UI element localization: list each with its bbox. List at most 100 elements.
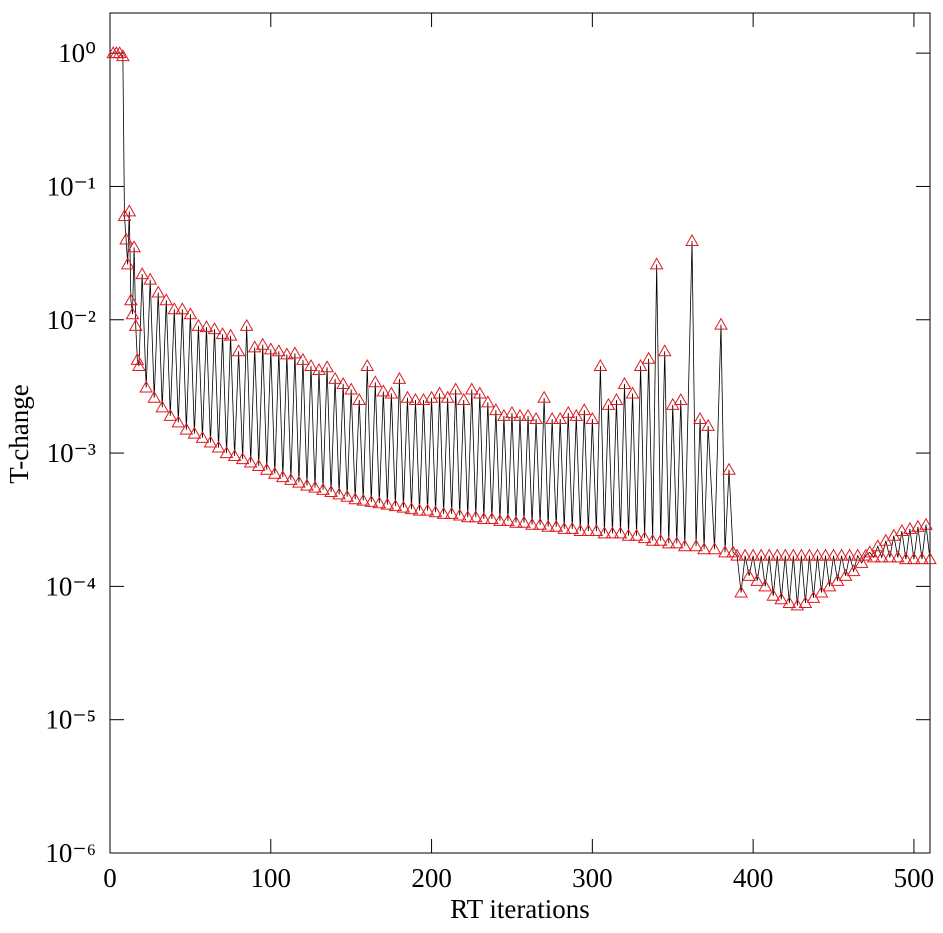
marker (267, 466, 282, 479)
marker (227, 449, 242, 462)
marker (464, 382, 479, 395)
marker (376, 384, 391, 397)
marker (179, 422, 194, 435)
marker (649, 257, 664, 270)
marker (754, 548, 769, 561)
marker (128, 318, 143, 331)
marker (677, 539, 692, 552)
marker (734, 585, 748, 598)
marker (199, 320, 214, 333)
x-tick-label: 400 (733, 863, 774, 893)
marker (255, 337, 270, 350)
marker (444, 506, 459, 519)
marker (300, 478, 314, 491)
marker (284, 472, 298, 485)
marker (271, 344, 286, 357)
marker (195, 430, 210, 443)
marker (404, 502, 419, 515)
marker (235, 452, 250, 465)
plot-frame (109, 12, 931, 854)
marker (814, 585, 829, 598)
marker (693, 412, 707, 425)
marker (135, 267, 150, 280)
marker (112, 46, 127, 59)
marker (521, 408, 535, 421)
marker (762, 548, 777, 561)
marker (553, 412, 568, 425)
marker (746, 548, 760, 561)
series-line (113, 52, 931, 606)
marker (452, 508, 467, 521)
y-tick-label: 10⁻³ (47, 438, 96, 468)
marker (191, 318, 206, 331)
marker (187, 426, 202, 439)
marker (280, 347, 294, 360)
marker (292, 475, 306, 488)
y-tick-label: 10⁻⁶ (45, 838, 96, 868)
marker (923, 552, 937, 565)
marker (175, 302, 190, 315)
marker (207, 322, 222, 335)
marker (707, 542, 722, 555)
x-tick-label: 0 (103, 863, 117, 893)
marker (669, 536, 684, 549)
marker (412, 503, 427, 516)
marker (116, 49, 130, 62)
marker (480, 395, 495, 408)
marker (448, 382, 463, 395)
marker (388, 499, 403, 512)
marker (380, 497, 395, 510)
marker (348, 492, 363, 505)
marker (758, 579, 773, 592)
marker (440, 390, 455, 403)
marker (416, 393, 431, 406)
marker (360, 358, 375, 371)
marker (392, 371, 407, 384)
marker (557, 521, 572, 534)
marker (573, 524, 588, 537)
marker (125, 307, 140, 320)
marker (316, 482, 330, 495)
marker (697, 542, 711, 555)
marker (239, 318, 254, 331)
marker (919, 517, 933, 530)
marker (251, 458, 266, 471)
marker (842, 548, 857, 561)
x-tick-label: 200 (411, 863, 452, 893)
marker (132, 358, 146, 371)
marker (340, 489, 355, 502)
marker (171, 415, 186, 428)
marker (738, 548, 752, 561)
marker (899, 552, 913, 565)
marker (120, 257, 135, 270)
marker (533, 517, 547, 530)
y-tick-label: 10⁻¹ (47, 171, 96, 201)
marker (428, 505, 443, 518)
marker (211, 440, 226, 453)
marker (581, 524, 596, 537)
marker (545, 412, 560, 425)
marker (866, 550, 881, 563)
marker (802, 548, 817, 561)
marker (766, 588, 781, 601)
marker (127, 240, 141, 253)
marker (384, 386, 399, 399)
marker (722, 462, 736, 475)
marker (460, 510, 475, 523)
marker (336, 376, 350, 389)
marker (846, 564, 861, 577)
marker (130, 352, 145, 365)
marker (882, 550, 897, 563)
marker (525, 517, 539, 530)
marker (505, 405, 519, 418)
marker (476, 512, 491, 525)
marker (513, 408, 527, 421)
marker (263, 342, 278, 355)
y-tick-label: 10⁰ (58, 38, 96, 68)
marker (468, 510, 483, 523)
marker (750, 573, 765, 586)
marker (243, 455, 258, 468)
marker (485, 512, 499, 525)
marker (854, 555, 869, 568)
marker (577, 403, 592, 416)
